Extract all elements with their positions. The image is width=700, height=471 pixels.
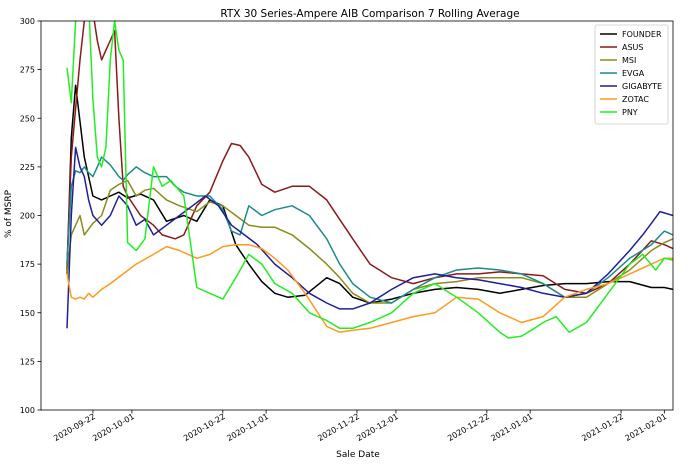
series-line-zotac: [66, 243, 673, 333]
y-tick-label: 250: [20, 114, 35, 123]
x-tick-label: 2021-01-01: [489, 412, 534, 443]
x-tick-label: 2020-11-22: [316, 412, 361, 443]
y-tick-label: 150: [20, 309, 35, 318]
series-line-asus: [66, 21, 673, 295]
x-tick-label: 2020-09-22: [52, 412, 97, 443]
x-tick-label: 2020-12-01: [355, 412, 400, 443]
legend-label-founder: FOUNDER: [622, 30, 662, 39]
y-tick-label: 125: [20, 357, 35, 366]
series-line-msi: [66, 179, 673, 304]
legend-label-msi: MSI: [622, 56, 636, 65]
x-tick-label: 2020-10-22: [182, 412, 227, 443]
legend-label-pny: PNY: [622, 108, 638, 117]
y-tick-label: 200: [20, 212, 35, 221]
legend-label-asus: ASUS: [622, 43, 643, 52]
series-line-evga: [66, 156, 673, 304]
x-tick-label: 2021-02-01: [624, 412, 669, 443]
legend-label-zotac: ZOTAC: [622, 95, 649, 104]
legend: FOUNDER ASUS MSI EVGA GIGABYTE ZOTAC PNY: [594, 24, 669, 125]
legend-label-gigabyte: GIGABYTE: [622, 82, 662, 91]
series-line-founder: [66, 84, 673, 304]
x-tick-label: 2021-01-22: [580, 412, 625, 443]
chart-title: RTX 30 Series-Ampere AIB Comparison 7 Ro…: [220, 8, 519, 20]
series-line-pny: [66, 21, 673, 339]
x-tick-label: 2020-10-01: [91, 412, 136, 443]
x-tick-label: 2020-11-01: [225, 412, 270, 443]
series-lines: [66, 21, 673, 339]
y-tick-label: 225: [20, 163, 35, 172]
y-axis-label: % of MSRP: [4, 189, 14, 238]
x-tick-label: 2020-12-22: [446, 412, 491, 443]
y-tick-label: 300: [20, 17, 35, 26]
legend-label-evga: EVGA: [622, 69, 645, 78]
plot-frame: [40, 20, 674, 411]
y-tick-label: 175: [20, 260, 35, 269]
series-line-gigabyte: [66, 146, 673, 329]
y-tick-label: 100: [20, 406, 35, 415]
y-tick-label: 275: [20, 66, 35, 75]
x-axis-label: Sale Date: [336, 450, 380, 460]
